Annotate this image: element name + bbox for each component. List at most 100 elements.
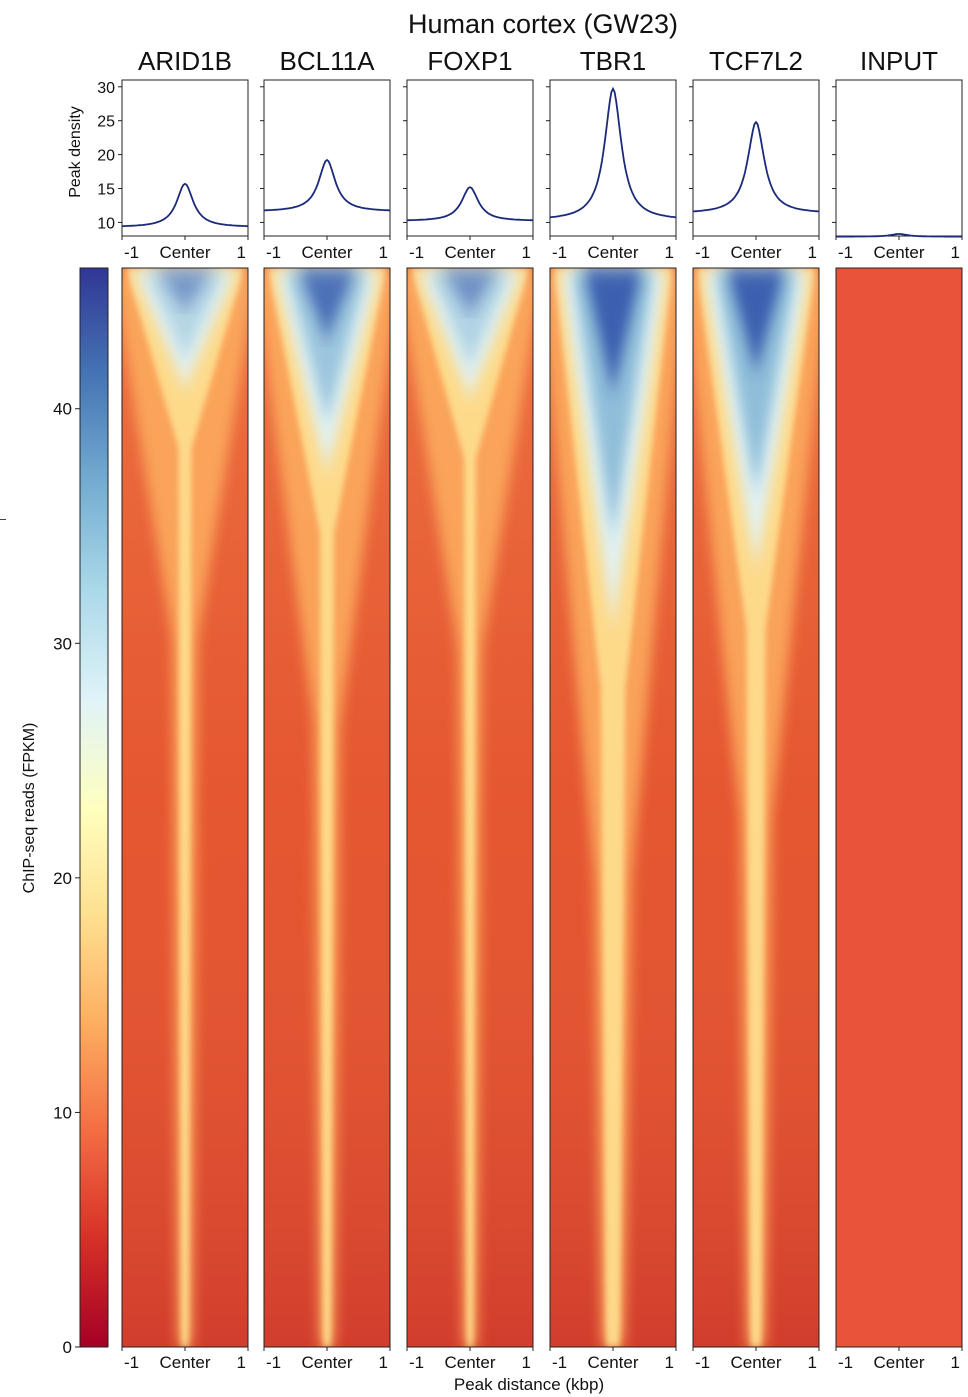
profile-curve-input	[836, 233, 962, 238]
heatmap-cone-dark-tbr1	[584, 268, 642, 394]
profile-xtick-label-input-0: -1	[838, 243, 853, 262]
profile-frame-foxp1	[406, 79, 534, 237]
heatmap-cone-mid-arid1b	[144, 268, 226, 358]
heatmap-frame-tbr1	[549, 267, 677, 1348]
heatmap-core-bcl11a	[268, 268, 386, 1347]
panel-title-foxp1: FOXP1	[427, 46, 512, 76]
profile-xtick-label-tcf7l2-0: -1	[695, 243, 710, 262]
heatmap-core-tcf7l2	[697, 268, 815, 1347]
heatmap-foxp1	[407, 268, 533, 1347]
heat-xtick-label-arid1b-1: Center	[159, 1353, 210, 1372]
profile-xtick-label-foxp1-2: 1	[522, 243, 531, 262]
heatmap-frame-arid1b	[121, 267, 249, 1348]
heatmap-core-tbr1	[554, 268, 672, 1347]
heat-xtick-label-foxp1-0: -1	[409, 1353, 424, 1372]
profile-curve-arid1b	[121, 182, 249, 228]
heat-xtick-label-tbr1-1: Center	[587, 1353, 638, 1372]
heat-xtick-label-foxp1-1: Center	[444, 1353, 495, 1372]
profile-frame-tcf7l2	[692, 79, 820, 237]
profile-xtick-label-tbr1-1: Center	[587, 243, 638, 262]
heat-xtick-label-foxp1-2: 1	[522, 1353, 531, 1372]
colorbar-frame	[79, 267, 109, 1348]
heat-xtick-label-input-0: -1	[838, 1353, 853, 1372]
heat-xtick-label-input-2: 1	[951, 1353, 960, 1372]
heatmap-cone-mid-tcf7l2	[715, 268, 797, 493]
profile-curve-bcl11a	[263, 158, 391, 212]
profile-xtick-label-arid1b-1: Center	[159, 243, 210, 262]
panel-title-arid1b: ARID1B	[138, 46, 232, 76]
panel-tbr1: TBR1 -1 Center 1 -1 Center 1	[546, 46, 677, 1372]
heat-xtick-label-input-1: Center	[873, 1353, 924, 1372]
profile-ytick-label-15: 15	[97, 182, 115, 199]
heatmap-core-arid1b	[126, 268, 244, 1347]
colorbar-gradient	[80, 268, 108, 1347]
edge-tick-mark	[0, 519, 6, 520]
heatmap-frame-bcl11a	[263, 267, 391, 1348]
heat-xtick-label-tbr1-0: -1	[552, 1353, 567, 1372]
colorbar-tick-label-20: 20	[53, 869, 72, 888]
profile-xtick-label-tbr1-2: 1	[665, 243, 674, 262]
colorbar-label: ChIP-seq reads (FPKM)	[21, 723, 38, 894]
heatmap-cone-mid-tbr1	[572, 268, 654, 538]
profile-xtick-label-bcl11a-1: Center	[301, 243, 352, 262]
panel-arid1b: ARID1B 10 15 20 25 30 -1 Center 1 -1 Center 1	[97, 46, 249, 1372]
heatmap-tcf7l2	[693, 268, 819, 1347]
profile-xtick-label-tcf7l2-2: 1	[808, 243, 817, 262]
profile-xtick-label-input-2: 1	[951, 243, 960, 262]
heatmap-bcl11a	[264, 268, 390, 1347]
profile-frame-arid1b	[121, 79, 249, 237]
profile-xtick-label-foxp1-0: -1	[409, 243, 424, 262]
profile-xtick-label-tbr1-0: -1	[552, 243, 567, 262]
panel-title-tbr1: TBR1	[580, 46, 646, 76]
colorbar-tick-label-30: 30	[53, 634, 72, 653]
colorbar: 0 10 20 30 40	[53, 267, 109, 1357]
heat-xtick-label-tbr1-2: 1	[665, 1353, 674, 1372]
heat-xtick-label-bcl11a-2: 1	[379, 1353, 388, 1372]
panel-title-bcl11a: BCL11A	[280, 46, 376, 76]
heat-xtick-label-tcf7l2-2: 1	[808, 1353, 817, 1372]
profile-frame-tbr1	[549, 79, 677, 237]
heat-xtick-label-arid1b-0: -1	[124, 1353, 139, 1372]
profile-xtick-label-input-1: Center	[873, 243, 924, 262]
panel-bcl11a: BCL11A -1 Center 1 -1 Center 1	[260, 46, 391, 1372]
heat-xtick-label-tcf7l2-1: Center	[730, 1353, 781, 1372]
profile-curve-tcf7l2	[692, 120, 820, 213]
heatmap-arid1b	[122, 268, 248, 1347]
profile-xtick-label-arid1b-0: -1	[124, 243, 139, 262]
heatmap-input	[836, 268, 962, 1347]
chart-panels: ARID1B 10 15 20 25 30 -1 Center 1 -1 Center 1 BCL11A…	[97, 46, 963, 1372]
profile-frame-bcl11a	[263, 79, 391, 237]
figure-title: Human cortex (GW23)	[408, 9, 678, 39]
profile-ytick-label-25: 25	[97, 114, 115, 131]
colorbar-tick-label-0: 0	[63, 1338, 72, 1357]
profile-ytick-label-30: 30	[97, 80, 115, 97]
heatmap-cone-dark-foxp1	[441, 268, 499, 314]
profile-frame-input	[835, 79, 963, 237]
heat-xtick-label-arid1b-2: 1	[237, 1353, 246, 1372]
panel-title-tcf7l2: TCF7L2	[709, 46, 803, 76]
profile-xtick-label-bcl11a-2: 1	[379, 243, 388, 262]
profile-curve-tbr1	[549, 86, 677, 219]
heatmap-frame-tcf7l2	[692, 267, 820, 1348]
heat-xtick-label-bcl11a-0: -1	[266, 1353, 281, 1372]
heatmap-fill-input	[836, 268, 962, 1347]
colorbar-tick-label-40: 40	[53, 400, 72, 419]
profile-xtick-label-foxp1-1: Center	[444, 243, 495, 262]
heatmap-cone-mid-foxp1	[429, 268, 511, 366]
profile-curve-foxp1	[406, 186, 534, 222]
profile-xtick-label-arid1b-2: 1	[237, 243, 246, 262]
panel-foxp1: FOXP1 -1 Center 1 -1 Center 1	[403, 46, 534, 1372]
heatmap-cone-dark-bcl11a	[298, 268, 356, 340]
panel-tcf7l2: TCF7L2 -1 Center 1 -1 Center 1	[689, 46, 820, 1372]
heatmap-core-foxp1	[411, 268, 529, 1347]
heatmap-tbr1	[550, 268, 676, 1347]
x-axis-label: Peak distance (kbp)	[454, 1375, 604, 1394]
profile-xtick-label-tcf7l2-1: Center	[730, 243, 781, 262]
profile-ytick-label-20: 20	[97, 148, 115, 165]
colorbar-tick-label-10: 10	[53, 1103, 72, 1122]
profile-ytick-label-10: 10	[97, 215, 115, 232]
heat-xtick-label-tcf7l2-0: -1	[695, 1353, 710, 1372]
heatmap-frame-foxp1	[406, 267, 534, 1348]
heatmap-frame-input	[835, 267, 963, 1348]
